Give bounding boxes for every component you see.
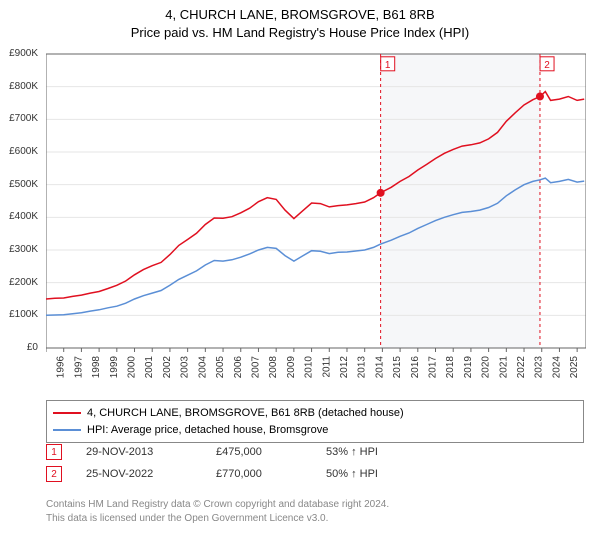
svg-text:2011: 2011 xyxy=(321,356,332,378)
legend-label-subject: 4, CHURCH LANE, BROMSGROVE, B61 8RB (det… xyxy=(87,405,404,422)
svg-text:2023: 2023 xyxy=(534,356,545,379)
sale-marker-1: 1 xyxy=(46,444,62,460)
sales-table: 1 29-NOV-2013 £475,000 53% ↑ HPI 2 25-NO… xyxy=(46,444,436,488)
svg-text:2006: 2006 xyxy=(233,356,244,379)
y-tick-label: £100K xyxy=(0,309,38,320)
svg-text:2007: 2007 xyxy=(250,356,261,379)
svg-text:2009: 2009 xyxy=(286,356,297,379)
svg-text:2010: 2010 xyxy=(304,356,315,379)
y-tick-label: £200K xyxy=(0,277,38,288)
y-tick-label: £400K xyxy=(0,211,38,222)
sale-price-1: £475,000 xyxy=(216,446,326,458)
svg-text:2002: 2002 xyxy=(162,356,173,379)
svg-text:2001: 2001 xyxy=(144,356,155,379)
svg-text:2012: 2012 xyxy=(339,356,350,379)
sale-marker-2: 2 xyxy=(46,466,62,482)
y-tick-label: £300K xyxy=(0,244,38,255)
footer-line-2: This data is licensed under the Open Gov… xyxy=(46,512,389,526)
y-tick-label: £900K xyxy=(0,48,38,59)
svg-text:2019: 2019 xyxy=(463,356,474,379)
svg-text:1: 1 xyxy=(385,60,391,71)
svg-text:2015: 2015 xyxy=(392,356,403,379)
sale-row-2: 2 25-NOV-2022 £770,000 50% ↑ HPI xyxy=(46,466,436,482)
svg-text:1996: 1996 xyxy=(56,356,67,379)
svg-text:1999: 1999 xyxy=(109,356,120,379)
svg-text:2000: 2000 xyxy=(127,356,138,379)
title-subtitle: Price paid vs. HM Land Registry's House … xyxy=(0,24,600,42)
y-tick-label: £0 xyxy=(0,342,38,353)
footer-attribution: Contains HM Land Registry data © Crown c… xyxy=(46,498,389,526)
legend-swatch-hpi xyxy=(53,429,81,431)
svg-text:1998: 1998 xyxy=(91,356,102,379)
y-tick-label: £700K xyxy=(0,113,38,124)
legend-label-hpi: HPI: Average price, detached house, Brom… xyxy=(87,422,328,439)
svg-text:2017: 2017 xyxy=(428,356,439,379)
title-address: 4, CHURCH LANE, BROMSGROVE, B61 8RB xyxy=(0,6,600,24)
chart-header: 4, CHURCH LANE, BROMSGROVE, B61 8RB Pric… xyxy=(0,0,600,42)
svg-text:2024: 2024 xyxy=(551,356,562,379)
legend-item-subject: 4, CHURCH LANE, BROMSGROVE, B61 8RB (det… xyxy=(53,405,577,422)
sale-date-2: 25-NOV-2022 xyxy=(86,468,216,480)
sale-price-2: £770,000 xyxy=(216,468,326,480)
svg-text:2020: 2020 xyxy=(481,356,492,379)
svg-text:1995: 1995 xyxy=(46,356,49,379)
y-tick-label: £800K xyxy=(0,81,38,92)
y-tick-label: £600K xyxy=(0,146,38,157)
sale-pct-1: 53% ↑ HPI xyxy=(326,446,436,458)
svg-text:2004: 2004 xyxy=(197,356,208,379)
svg-text:2025: 2025 xyxy=(569,356,580,379)
price-chart: 1 2 1995 1996 1997 1998 1999 2000 2001 2002 2003 20… xyxy=(46,48,586,388)
sale-row-1: 1 29-NOV-2013 £475,000 53% ↑ HPI xyxy=(46,444,436,460)
legend-swatch-subject xyxy=(53,412,81,414)
svg-text:2018: 2018 xyxy=(445,356,456,379)
sale-date-1: 29-NOV-2013 xyxy=(86,446,216,458)
svg-text:2005: 2005 xyxy=(215,356,226,379)
svg-text:2016: 2016 xyxy=(410,356,421,379)
svg-text:2008: 2008 xyxy=(268,356,279,379)
svg-text:2013: 2013 xyxy=(357,356,368,379)
svg-text:1997: 1997 xyxy=(73,356,84,379)
footer-line-1: Contains HM Land Registry data © Crown c… xyxy=(46,498,389,512)
sale-pct-2: 50% ↑ HPI xyxy=(326,468,436,480)
svg-text:2003: 2003 xyxy=(180,356,191,379)
svg-text:2021: 2021 xyxy=(498,356,509,379)
legend-item-hpi: HPI: Average price, detached house, Brom… xyxy=(53,422,577,439)
svg-text:2: 2 xyxy=(544,60,550,71)
legend: 4, CHURCH LANE, BROMSGROVE, B61 8RB (det… xyxy=(46,400,584,443)
svg-text:2022: 2022 xyxy=(516,356,527,379)
y-tick-label: £500K xyxy=(0,179,38,190)
svg-text:2014: 2014 xyxy=(374,356,385,379)
